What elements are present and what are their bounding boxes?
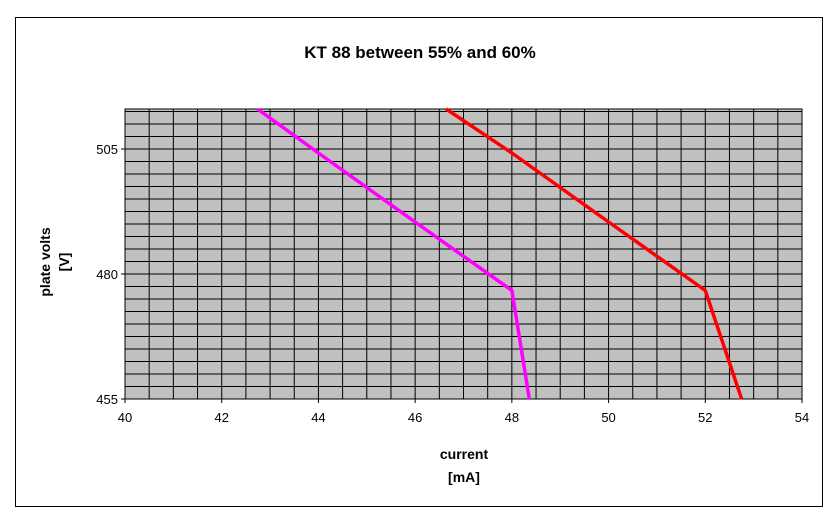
- y-tick-label: 480: [96, 267, 118, 282]
- y-tick-label: 455: [96, 392, 118, 407]
- x-tick-label: 46: [408, 410, 422, 425]
- chart-title: KT 88 between 55% and 60%: [304, 43, 535, 62]
- x-tick-label: 42: [214, 410, 228, 425]
- x-axis-label-line1: current: [440, 446, 489, 462]
- series-line-2: [445, 107, 744, 400]
- y-axis-ticks: 455 480 505: [96, 142, 125, 407]
- x-axis-label-line2: [mA]: [448, 469, 480, 485]
- x-axis-ticks: 40 42 44 46 48 50 52 54: [118, 399, 809, 425]
- x-tick-label: 48: [505, 410, 519, 425]
- chart-frame: KT 88 between 55% and 60% 40 42 44 46 48 50 52…: [15, 17, 823, 507]
- x-tick-label: 50: [601, 410, 615, 425]
- y-axis-label-line2: [V]: [56, 253, 72, 272]
- y-tick-label: 505: [96, 142, 118, 157]
- x-tick-label: 40: [118, 410, 132, 425]
- x-tick-label: 54: [795, 410, 809, 425]
- x-tick-label: 52: [698, 410, 712, 425]
- y-axis-label-line1: plate volts: [37, 227, 53, 296]
- grid-lines: [124, 109, 802, 400]
- chart-svg: KT 88 between 55% and 60% 40 42 44 46 48 50 52…: [37, 43, 809, 485]
- series-line-1: [256, 107, 532, 400]
- series-layer: [256, 107, 744, 400]
- x-tick-label: 44: [311, 410, 325, 425]
